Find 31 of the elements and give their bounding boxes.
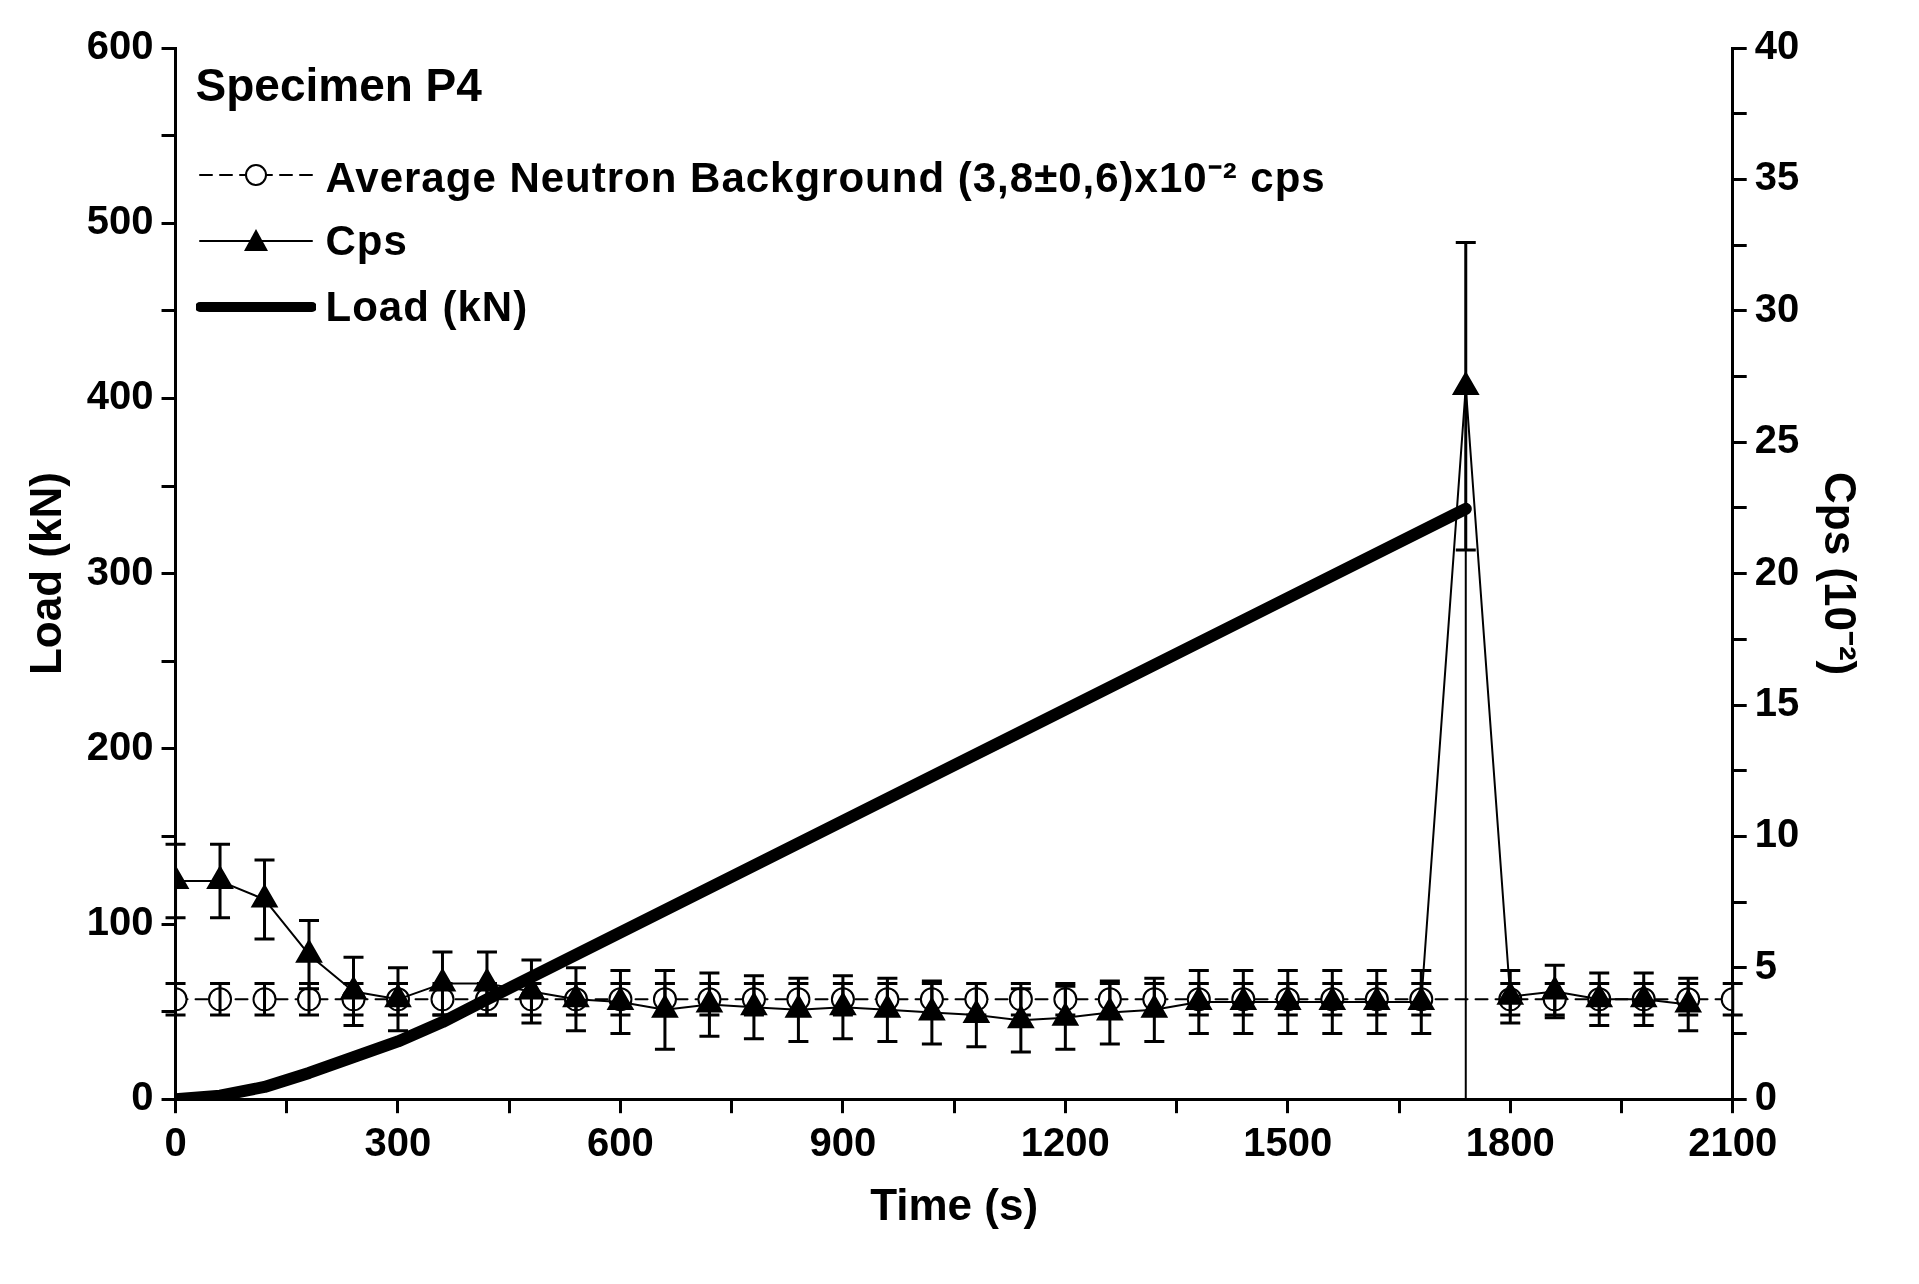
y2-tick-label: 10 xyxy=(1754,811,1800,856)
chart-title: Specimen P4 xyxy=(195,58,483,112)
y2-tick-label: 20 xyxy=(1754,548,1800,593)
x-tick-label: 1500 xyxy=(1243,1120,1333,1165)
x-tick-label: 600 xyxy=(587,1120,654,1165)
y2-tick-label: 35 xyxy=(1754,154,1800,199)
y2-axis-title: Cps (10⁻²) xyxy=(1816,471,1866,676)
y2-tick-label: 25 xyxy=(1754,417,1800,462)
x-tick-label: 2100 xyxy=(1688,1120,1778,1165)
legend-label: Load (kN) xyxy=(325,283,529,331)
x-axis-title: Time (s) xyxy=(870,1179,1039,1229)
x-tick-label: 0 xyxy=(164,1120,187,1165)
y-tick-label: 100 xyxy=(86,899,154,944)
y-tick-label: 600 xyxy=(86,23,154,68)
x-tick-label: 900 xyxy=(809,1120,877,1165)
x-tick-label: 300 xyxy=(364,1120,432,1165)
y-tick-label: 300 xyxy=(86,548,154,593)
y-tick-label: 500 xyxy=(86,198,154,243)
y2-tick-label: 15 xyxy=(1754,680,1800,725)
y2-tick-label: 30 xyxy=(1754,285,1800,330)
x-tick-label: 1200 xyxy=(1020,1120,1110,1165)
y-tick-label: 0 xyxy=(131,1074,154,1119)
y-tick-label: 400 xyxy=(86,373,154,418)
x-tick-label: 1800 xyxy=(1465,1120,1555,1165)
legend-label: Cps xyxy=(325,217,408,265)
y-axis-title: Load (kN) xyxy=(20,472,70,676)
y2-tick-label: 5 xyxy=(1754,942,1777,987)
y-tick-label: 200 xyxy=(86,723,154,768)
y2-tick-label: 0 xyxy=(1754,1074,1777,1119)
legend-label: Average Neutron Background (3,8±0,6)x10⁻² cps xyxy=(325,152,1326,203)
y2-tick-label: 40 xyxy=(1754,23,1800,68)
